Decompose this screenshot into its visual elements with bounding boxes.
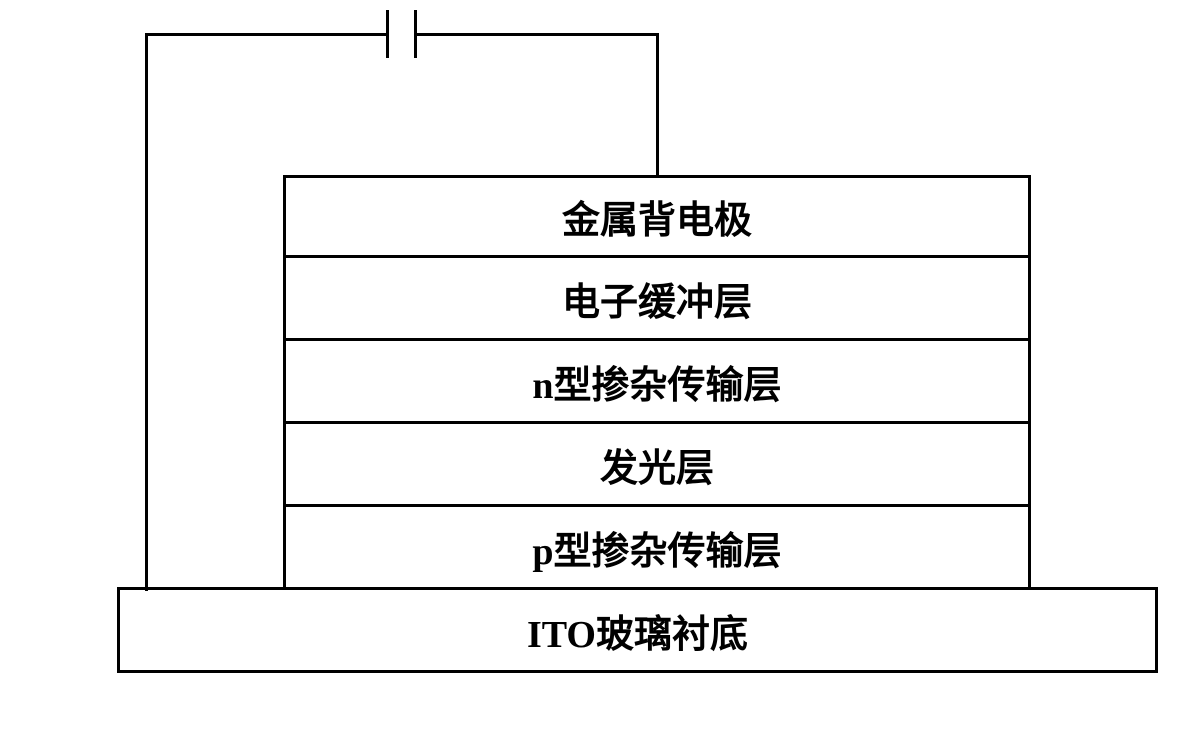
wire-right-vertical xyxy=(656,33,659,176)
wire-top-left-segment xyxy=(145,33,388,36)
layer-label: p型掺杂传输层 xyxy=(532,520,781,575)
layer-label: 金属背电极 xyxy=(562,189,752,244)
capacitor-right-plate xyxy=(414,10,417,58)
wire-left-vertical xyxy=(145,33,148,591)
layer-electron-buffer: 电子缓冲层 xyxy=(283,255,1031,341)
layer-emissive: 发光层 xyxy=(283,421,1031,507)
wire-top-right-segment xyxy=(416,33,659,36)
layer-metal-back-electrode: 金属背电极 xyxy=(283,175,1031,258)
layer-ito-substrate: ITO玻璃衬底 xyxy=(117,587,1158,673)
layer-n-doped-transport: n型掺杂传输层 xyxy=(283,338,1031,424)
layer-label: n型掺杂传输层 xyxy=(532,354,781,409)
layer-label: ITO玻璃衬底 xyxy=(527,603,748,658)
layer-label: 电子缓冲层 xyxy=(562,271,752,326)
layer-label: 发光层 xyxy=(600,437,714,492)
diagram-root: 金属背电极 电子缓冲层 n型掺杂传输层 发光层 p型掺杂传输层 ITO玻璃衬底 xyxy=(0,0,1190,736)
layer-p-doped-transport: p型掺杂传输层 xyxy=(283,504,1031,590)
